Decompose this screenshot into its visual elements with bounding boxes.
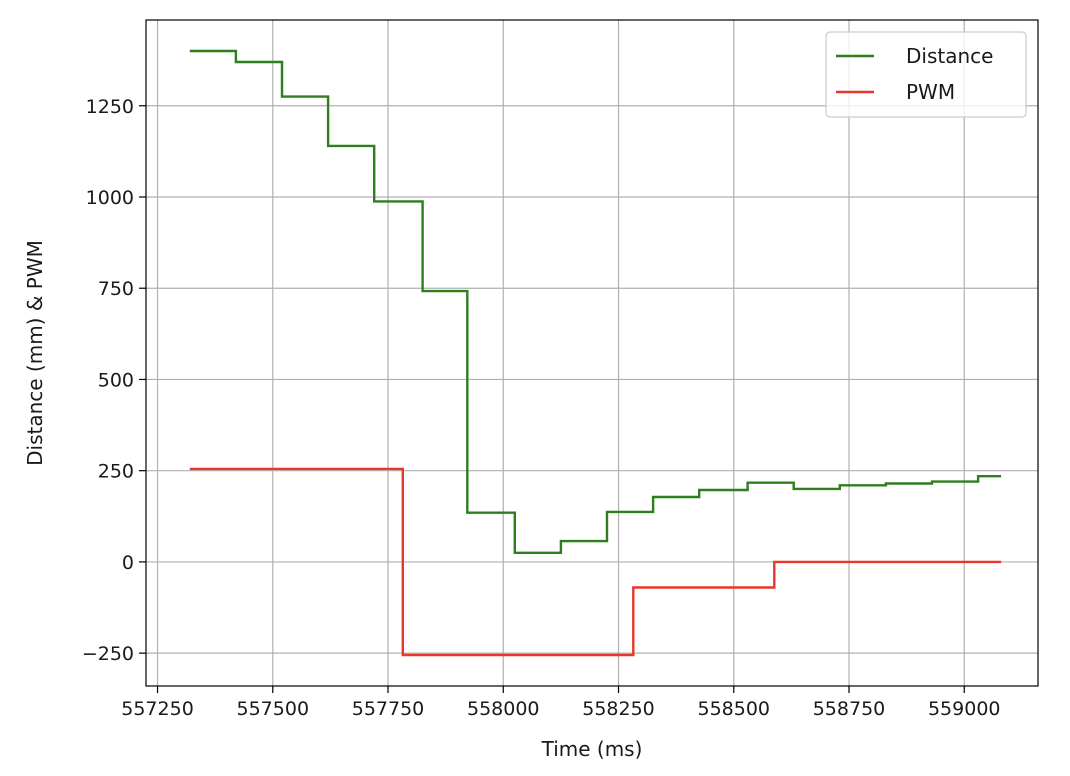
x-tick-label: 557500: [237, 698, 310, 720]
y-tick-label: −250: [82, 643, 134, 665]
plot-frame: [145, 19, 1039, 687]
series-lines: [189, 49, 1002, 657]
x-axis-label: Time (ms): [541, 737, 643, 761]
legend-label: Distance: [906, 44, 993, 68]
x-tick-label: 557750: [352, 698, 425, 720]
x-tick-label: 558750: [813, 698, 886, 720]
y-tick-label: 750: [98, 278, 134, 300]
x-tick-label: 558500: [697, 698, 770, 720]
series-line-pwm: [189, 467, 1002, 657]
y-tick-label: 0: [122, 552, 134, 574]
y-axis-label: Distance (mm) & PWM: [23, 240, 47, 466]
series-line-distance: [189, 49, 1002, 554]
y-tick-label: 250: [98, 461, 134, 483]
x-tick-label: 559000: [928, 698, 1001, 720]
legend-box: [825, 31, 1027, 118]
axis-ticks: 557250 557500 557750 558000 558250 558500 5587…: [82, 96, 1001, 720]
legend-label: PWM: [906, 80, 955, 104]
x-tick-label: 557250: [121, 698, 194, 720]
y-tick-label: 500: [98, 369, 134, 391]
x-tick-label: 558000: [467, 698, 540, 720]
y-tick-label: 1250: [86, 96, 134, 118]
y-tick-label: 1000: [86, 187, 134, 209]
legend: Distance PWM: [825, 31, 1027, 118]
x-tick-label: 558250: [582, 698, 655, 720]
